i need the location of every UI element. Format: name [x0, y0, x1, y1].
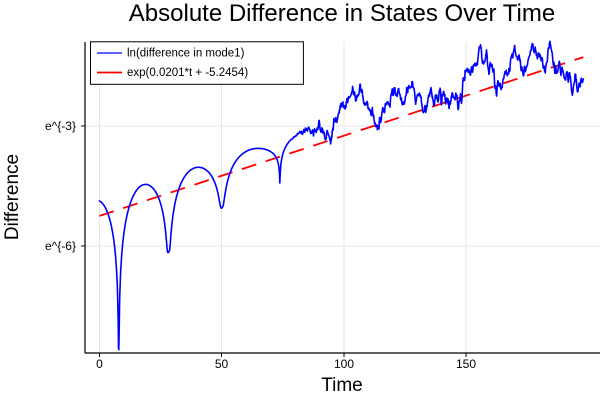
svg-text:100: 100 [334, 357, 354, 371]
svg-text:e^{-6}: e^{-6} [45, 239, 76, 253]
svg-text:Difference: Difference [2, 154, 23, 240]
svg-text:exp(0.0201*t + -5.2454): exp(0.0201*t + -5.2454) [127, 67, 248, 79]
svg-text:Time: Time [321, 375, 363, 396]
svg-text:50: 50 [215, 357, 229, 371]
svg-text:ln(difference in mode1): ln(difference in mode1) [127, 48, 245, 60]
svg-text:150: 150 [456, 357, 476, 371]
svg-text:0: 0 [96, 357, 103, 371]
svg-text:Absolute Difference in States: Absolute Difference in States Over Time [129, 0, 555, 27]
svg-text:e^{-3}: e^{-3} [45, 119, 76, 133]
